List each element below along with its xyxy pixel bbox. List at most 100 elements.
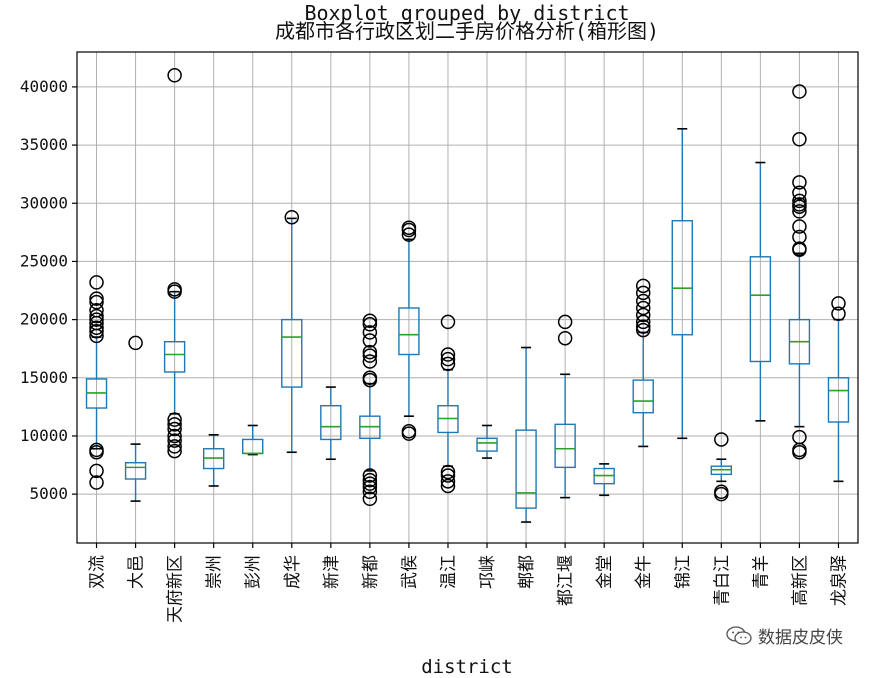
outlier-point [401, 220, 417, 235]
outlier-point [89, 291, 104, 306]
outlier-point [89, 308, 104, 324]
box-group [593, 463, 615, 497]
x-tick-label: 郫都 [517, 555, 537, 589]
x-tick-label: 金牛 [634, 555, 654, 589]
outlier-point [362, 354, 378, 369]
outlier-point [167, 439, 182, 454]
outlier-point [440, 347, 456, 362]
grid-lines [77, 52, 858, 543]
box-group [710, 432, 733, 502]
outlier-point [362, 479, 378, 495]
outlier-point [362, 472, 378, 488]
outlier-point [557, 314, 573, 330]
iqr-box [749, 256, 772, 363]
box-group [242, 424, 264, 456]
y-tick-label: 30000 [20, 193, 68, 212]
outlier-point [831, 296, 846, 311]
outlier-point [792, 241, 807, 256]
outlier-point [792, 197, 807, 212]
box-group [398, 220, 420, 441]
box-group [437, 314, 459, 494]
outlier-point [635, 278, 651, 294]
x-tick-label: 成华 [283, 555, 303, 589]
outlier-point [557, 330, 573, 346]
x-tick-label: 都江堰 [556, 555, 576, 606]
outlier-point [362, 491, 378, 507]
watermark: 数据皮皮侠 [726, 623, 843, 648]
x-tick-label: 青羊 [751, 555, 771, 589]
x-axis-label: district [421, 656, 513, 678]
outlier-point [831, 306, 846, 322]
x-tick-label: 温江 [439, 555, 459, 589]
plot-frame [76, 51, 859, 544]
outlier-point [792, 429, 807, 445]
outlier-point [792, 193, 807, 209]
outlier-point [362, 370, 378, 386]
outlier-point [401, 424, 417, 439]
y-tick-label: 20000 [20, 310, 68, 329]
x-tick-label: 金堂 [595, 555, 615, 589]
outlier-point [167, 443, 182, 459]
outlier-point [401, 227, 417, 242]
box-group [554, 314, 576, 499]
chart-suptitle: Boxplot grouped by district [304, 1, 629, 25]
x-tick-label: 青白江 [712, 555, 732, 606]
outlier-point [362, 313, 378, 329]
outlier-point [440, 468, 456, 483]
outlier-point [635, 293, 651, 309]
outlier-point [714, 484, 729, 500]
outlier-point [362, 468, 378, 483]
iqr-box [281, 318, 303, 388]
outlier-point [792, 204, 807, 219]
outlier-point [714, 432, 729, 447]
iqr-box [476, 437, 498, 452]
y-tick-label: 5000 [29, 484, 68, 503]
x-tick-label: 锦江 [673, 555, 693, 589]
outlier-point [440, 478, 456, 494]
box-group [202, 433, 225, 487]
outlier-point [167, 417, 182, 432]
box-group [515, 346, 537, 523]
outlier-point [792, 132, 807, 147]
outlier-point [440, 351, 456, 367]
outlier-point [167, 428, 182, 444]
x-tick-label: 新津 [322, 555, 342, 589]
iqr-box [163, 341, 186, 373]
outlier-point [792, 185, 807, 201]
outlier-point [284, 209, 300, 225]
iqr-box [827, 377, 850, 423]
iqr-box [554, 423, 576, 469]
wechat-icon [726, 625, 752, 645]
outlier-point [635, 300, 651, 316]
iqr-box [398, 307, 420, 356]
outlier-point [128, 335, 143, 351]
x-tick-label: 高新区 [790, 555, 810, 606]
outlier-point [362, 333, 378, 348]
box-group [749, 161, 772, 422]
box-group [788, 84, 811, 460]
iqr-box [320, 405, 342, 441]
box-group [85, 275, 108, 490]
x-tick-label: 双流 [88, 555, 108, 589]
watermark-text: 数据皮皮侠 [758, 628, 843, 648]
x-tick-label: 邛崃 [478, 555, 498, 589]
x-axis-ticks: 双流 大邑 天府新区 崇州 彭州 成华 新津 新都 武侯 温江 邛崃 郫都 都江堰 金堂 金牛 锦江 青白江 青羊… [88, 543, 849, 623]
chart-title: 成都市各行政区划二手房价格分析(箱形图) [275, 19, 659, 43]
outlier-point [167, 68, 182, 83]
box-group [359, 313, 381, 507]
box-group [281, 209, 303, 454]
outlier-point [635, 285, 651, 301]
outlier-point [89, 475, 104, 490]
outlier-point [362, 325, 378, 340]
outlier-point [440, 314, 456, 330]
outlier-point [792, 84, 807, 99]
boxes-layer [85, 68, 850, 523]
y-tick-label: 40000 [20, 77, 68, 96]
outlier-point [89, 442, 104, 458]
box-group [320, 386, 342, 461]
y-tick-label: 35000 [20, 135, 68, 154]
x-tick-label: 天府新区 [166, 555, 186, 623]
box-group [671, 127, 693, 440]
box-group [163, 68, 186, 459]
